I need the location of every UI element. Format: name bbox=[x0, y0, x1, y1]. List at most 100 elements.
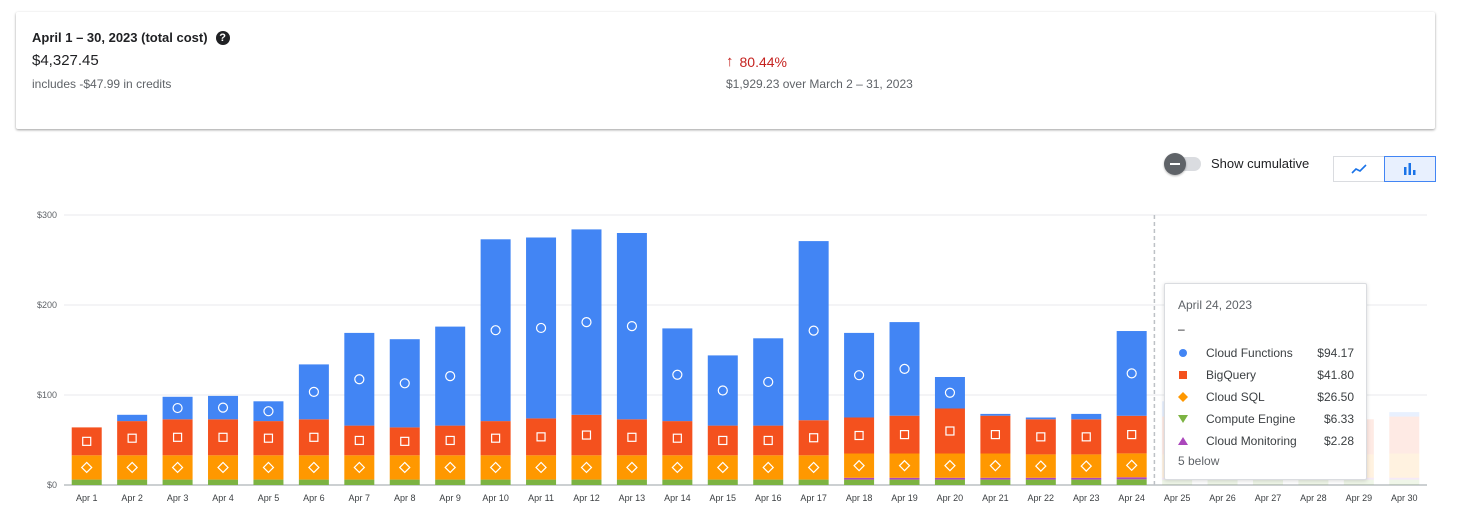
diamond-marker bbox=[716, 461, 729, 474]
diamond-marker bbox=[671, 461, 684, 474]
toggle-knob[interactable] bbox=[1164, 152, 1186, 175]
bar-segment bbox=[616, 455, 647, 480]
bar-segment bbox=[253, 455, 284, 480]
bar-segment bbox=[208, 419, 239, 456]
bar-segment bbox=[253, 479, 284, 485]
diamond-marker bbox=[1034, 460, 1047, 472]
bar-segment bbox=[662, 328, 693, 422]
tooltip-service-name: Cloud Functions bbox=[1206, 346, 1293, 360]
tooltip-date: April 24, 2023 bbox=[1178, 298, 1253, 312]
square-marker bbox=[491, 433, 501, 443]
show-cumulative-toggle[interactable]: Show cumulative bbox=[1164, 152, 1309, 175]
bar-segment bbox=[934, 408, 965, 454]
x-tick-label: Apr 8 bbox=[394, 493, 416, 503]
bar-segment bbox=[707, 479, 738, 485]
bar-segment bbox=[435, 455, 466, 480]
bar-segment bbox=[1343, 479, 1374, 485]
bar-segment bbox=[753, 338, 784, 426]
bar-segment bbox=[934, 453, 965, 478]
bar-segment bbox=[298, 419, 329, 456]
square-marker bbox=[1081, 432, 1091, 442]
diamond-marker bbox=[807, 461, 820, 474]
diamond-marker bbox=[80, 461, 93, 474]
bar-segment bbox=[117, 479, 148, 485]
bar-segment bbox=[1025, 477, 1056, 480]
circle-marker bbox=[172, 402, 183, 414]
bar-segment bbox=[208, 395, 239, 420]
square-marker bbox=[990, 430, 1000, 440]
bar-segment bbox=[526, 479, 557, 485]
x-tick-label: Apr 7 bbox=[349, 493, 371, 503]
question-circle-icon[interactable]: ? bbox=[215, 30, 230, 45]
tooltip-service-cost: $94.17 bbox=[1317, 346, 1354, 360]
bar-segment bbox=[1162, 479, 1193, 485]
diamond-marker bbox=[171, 461, 184, 474]
bar-segment bbox=[71, 455, 102, 480]
x-tick-label: Apr 14 bbox=[664, 493, 691, 503]
bar-segment bbox=[798, 420, 829, 456]
diamond-marker bbox=[489, 461, 502, 474]
line-view-button[interactable] bbox=[1333, 156, 1385, 182]
diamond-marker bbox=[1080, 460, 1093, 472]
bar-segment bbox=[798, 455, 829, 480]
bar-segment bbox=[208, 479, 239, 485]
x-tick-label: Apr 2 bbox=[121, 493, 143, 503]
bar-segment bbox=[889, 477, 920, 480]
circle-marker bbox=[763, 376, 774, 388]
x-tick-label: Apr 16 bbox=[755, 493, 782, 503]
circle-marker bbox=[581, 317, 592, 328]
x-tick-label: Apr 9 bbox=[439, 493, 461, 503]
square-marker bbox=[445, 435, 455, 446]
bar-segment bbox=[571, 479, 602, 485]
bar-segment bbox=[298, 455, 329, 480]
x-tick-label: Apr 12 bbox=[573, 493, 600, 503]
bar-segment bbox=[798, 479, 829, 485]
bar-segment bbox=[1025, 419, 1056, 455]
square-marker bbox=[1127, 429, 1137, 440]
bar-segment bbox=[980, 453, 1011, 478]
total-cost: $4,327.45 bbox=[32, 52, 99, 69]
bar-segment bbox=[208, 455, 239, 480]
circle-marker-icon bbox=[1178, 348, 1188, 358]
x-tick-label: Apr 25 bbox=[1164, 493, 1191, 503]
diamond-marker bbox=[535, 461, 547, 474]
cost-summary-card: April 1 – 30, 2023 (total cost) ? $4,327… bbox=[16, 12, 1435, 129]
line-chart-icon bbox=[1351, 164, 1367, 174]
diamond-marker bbox=[217, 461, 229, 474]
x-tick-label: Apr 24 bbox=[1118, 493, 1145, 503]
bar-segment bbox=[616, 419, 647, 456]
bar-segment bbox=[435, 479, 466, 485]
square-marker bbox=[1036, 432, 1046, 442]
circle-marker bbox=[899, 363, 910, 374]
bar-segment bbox=[571, 229, 602, 415]
circle-marker bbox=[445, 371, 456, 382]
arrow-up-icon: ↑ bbox=[726, 53, 734, 70]
square-marker bbox=[82, 436, 92, 446]
bar-segment bbox=[980, 477, 1011, 480]
circle-marker bbox=[853, 370, 865, 381]
square-marker bbox=[854, 430, 864, 441]
bar-segment bbox=[616, 479, 647, 485]
diamond-marker-icon bbox=[1178, 392, 1188, 402]
diamond-marker bbox=[762, 461, 775, 474]
bar-view-button[interactable] bbox=[1384, 156, 1436, 182]
bar-segment bbox=[844, 479, 875, 485]
tooltip-service-cost: $26.50 bbox=[1317, 390, 1354, 404]
bar-segment bbox=[934, 377, 965, 409]
bar-segment bbox=[253, 401, 284, 422]
x-tick-label: Apr 10 bbox=[482, 493, 509, 503]
tooltip-service-name: BigQuery bbox=[1206, 368, 1257, 382]
bar-chart-icon bbox=[1404, 163, 1416, 175]
bar-segment bbox=[526, 418, 557, 456]
toggle-track[interactable] bbox=[1164, 152, 1201, 175]
diamond-marker bbox=[126, 461, 138, 474]
circle-marker bbox=[308, 386, 319, 397]
diamond-marker bbox=[444, 461, 457, 474]
bar-segment bbox=[980, 413, 1011, 416]
y-tick-label: $200 bbox=[37, 300, 57, 310]
x-tick-label: Apr 17 bbox=[800, 493, 827, 503]
circle-marker bbox=[717, 385, 728, 396]
square-marker bbox=[309, 432, 319, 442]
bar-segment bbox=[162, 455, 193, 480]
square-marker bbox=[400, 436, 410, 446]
